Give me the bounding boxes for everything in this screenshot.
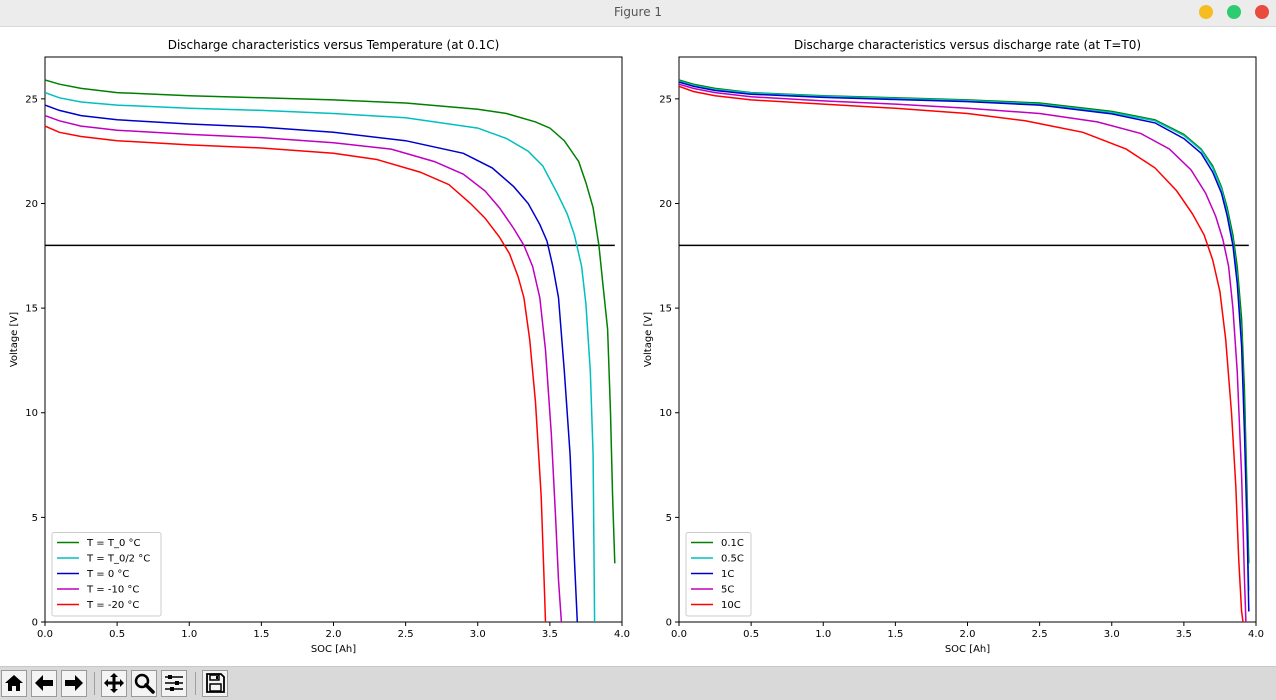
subplots-icon	[165, 675, 183, 691]
series-line-3	[679, 81, 1250, 612]
toolbar-separator	[195, 672, 196, 695]
series-line-1	[45, 79, 616, 564]
forward-button[interactable]	[61, 670, 87, 697]
zoom-button[interactable]	[131, 670, 157, 697]
back-arrow-icon	[35, 675, 53, 691]
series-line-4	[679, 83, 1247, 622]
y-axis-label: Voltage [V]	[643, 312, 654, 367]
x-tick-label: 4.0	[1248, 629, 1264, 640]
y-tick-label: 20	[659, 199, 672, 210]
y-tick-label: 20	[25, 199, 38, 210]
legend-entry: T = T_0/2 °C	[86, 554, 150, 565]
figure-canvas: Discharge characteristics versus Tempera…	[9, 38, 1264, 655]
axes-frame	[678, 56, 1257, 623]
legend-entry: T = -10 °C	[86, 585, 139, 596]
y-tick-label: 5	[32, 513, 38, 524]
legend-entry: 10C	[721, 600, 741, 611]
legend-entry: T = 0 °C	[86, 569, 129, 580]
home-button[interactable]	[1, 670, 27, 697]
y-tick-label: 15	[25, 304, 38, 315]
pan-icon	[104, 673, 124, 693]
subplots-button[interactable]	[161, 670, 187, 697]
y-tick-label: 10	[25, 408, 38, 419]
x-tick-label: 0.0	[37, 629, 53, 640]
navigation-toolbar	[0, 666, 1276, 700]
y-tick-label: 25	[25, 94, 38, 105]
legend-entry: 0.5C	[721, 554, 744, 565]
forward-arrow-icon	[65, 675, 83, 691]
x-tick-label: 2.0	[326, 629, 342, 640]
x-tick-label: 3.0	[1104, 629, 1120, 640]
y-tick-label: 15	[659, 304, 672, 315]
x-tick-label: 0.0	[671, 629, 687, 640]
series-line-4	[45, 114, 563, 622]
legend-box	[51, 532, 162, 617]
y-tick-label: 10	[659, 408, 672, 419]
series-line-3	[45, 104, 579, 622]
x-tick-label: 0.5	[109, 629, 125, 640]
series-line-2	[679, 80, 1250, 591]
x-tick-label: 2.0	[960, 629, 976, 640]
maximize-button[interactable]	[1227, 5, 1241, 19]
chart-title: Discharge characteristics versus dischar…	[794, 38, 1141, 52]
legend-box	[685, 532, 752, 617]
pan-button[interactable]	[101, 670, 127, 697]
x-tick-label: 1.5	[887, 629, 903, 640]
close-button[interactable]	[1255, 5, 1269, 19]
x-tick-label: 3.0	[470, 629, 486, 640]
chart-title: Discharge characteristics versus Tempera…	[168, 38, 500, 52]
home-icon	[5, 675, 23, 691]
x-tick-label: 3.5	[1176, 629, 1192, 640]
legend: T = T_0 °C T = T_0/2 °C T = 0 °C T = -10 °C…	[51, 532, 162, 617]
legend: 0.1C 0.5C 1C 5C 10C	[685, 532, 752, 617]
chart-panel-2: Discharge characteristics versus dischar…	[643, 38, 1264, 655]
y-axis-label: Voltage [V]	[9, 312, 20, 367]
legend-entry: T = -20 °C	[86, 600, 139, 611]
window-title: Figure 1	[613, 5, 663, 19]
x-tick-label: 1.0	[815, 629, 831, 640]
legend-entry: T = T_0 °C	[86, 538, 140, 549]
series-line-1	[679, 79, 1250, 564]
x-tick-label: 4.0	[614, 629, 630, 640]
y-tick-label: 0	[32, 618, 38, 629]
x-tick-label: 0.5	[743, 629, 759, 640]
y-tick-label: 5	[666, 513, 672, 524]
x-tick-label: 1.5	[253, 629, 269, 640]
back-button[interactable]	[31, 670, 57, 697]
series-line-2	[45, 91, 596, 622]
legend-entry: 5C	[721, 585, 734, 596]
x-axis-label: SOC [Ah]	[311, 644, 356, 655]
y-tick-label: 0	[666, 618, 672, 629]
x-tick-label: 3.5	[542, 629, 558, 640]
x-axis-label: SOC [Ah]	[945, 644, 990, 655]
zoom-icon	[134, 673, 155, 694]
series-line-5	[679, 85, 1244, 622]
legend-entry: 1C	[721, 569, 734, 580]
x-tick-label: 2.5	[398, 629, 414, 640]
save-button[interactable]	[202, 670, 228, 697]
x-tick-label: 2.5	[1032, 629, 1048, 640]
window-titlebar: Figure 1	[0, 0, 1276, 27]
minimize-button[interactable]	[1199, 5, 1213, 19]
legend-entry: 0.1C	[721, 538, 744, 549]
save-icon	[206, 673, 225, 693]
series-line-5	[45, 125, 547, 622]
x-tick-label: 1.0	[181, 629, 197, 640]
chart-panel-1: Discharge characteristics versus Tempera…	[9, 38, 630, 655]
y-tick-label: 25	[659, 94, 672, 105]
toolbar-separator	[94, 672, 95, 695]
